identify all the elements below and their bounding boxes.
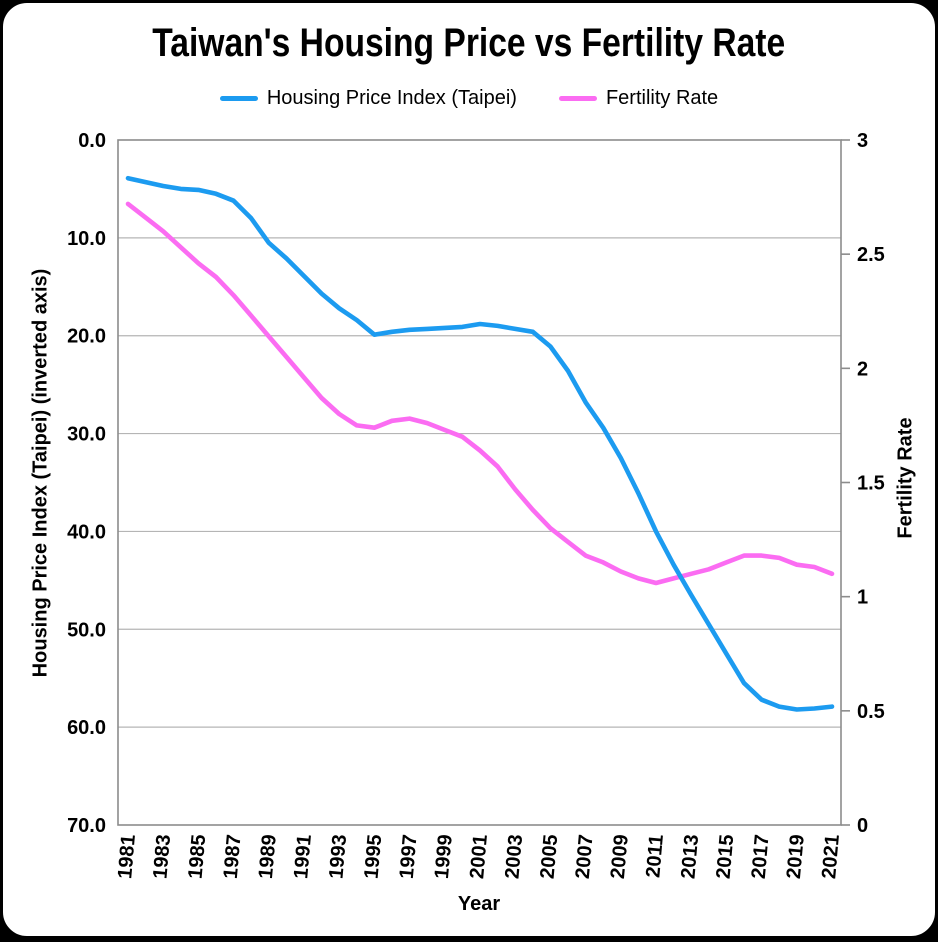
x-tick-label: 1991 <box>290 834 316 880</box>
plot-frame <box>118 140 841 825</box>
right-tick-label: 0.5 <box>857 701 885 723</box>
right-tick-label: 3 <box>857 130 868 152</box>
fertility-rate-line <box>128 204 832 583</box>
x-tick-label: 2019 <box>783 834 809 880</box>
right-axis-title: Fertility Rate <box>895 417 918 538</box>
right-tick-label: 2 <box>857 358 868 380</box>
plot-area: 3 2.5 2 1.5 1 0.5 0 0.0 10.0 20.0 30.0 40.0 50.0 60.0… <box>3 3 938 942</box>
left-axis-title: Housing Price Index (Taipei) (inverted a… <box>30 269 53 678</box>
x-tick-label: 1981 <box>114 834 140 880</box>
right-tick-label: 0 <box>857 815 868 837</box>
x-tick-label: 1995 <box>361 834 387 880</box>
x-tick-label: 2015 <box>713 834 739 880</box>
x-tick-label: 2009 <box>607 834 633 880</box>
x-tick-label: 2011 <box>642 834 668 879</box>
left-tick-label: 40.0 <box>67 521 106 543</box>
left-tick-label: 30.0 <box>67 424 106 446</box>
x-tick-label: 2021 <box>818 834 844 880</box>
x-tick-label: 2003 <box>501 834 527 880</box>
x-tick-label: 2001 <box>466 834 492 880</box>
x-tick-label: 1983 <box>149 834 175 880</box>
x-tick-label: 1985 <box>185 834 211 880</box>
right-tick-label: 1 <box>857 587 868 609</box>
right-tick-label: 1.5 <box>857 473 885 495</box>
x-tick-label: 1997 <box>396 834 422 880</box>
left-tick-label: 20.0 <box>67 326 106 348</box>
left-tick-label: 70.0 <box>67 815 106 837</box>
x-tick-label: 1987 <box>220 834 246 880</box>
left-tick-label: 0.0 <box>78 130 106 152</box>
x-tick-label: 2007 <box>572 834 598 880</box>
x-tick-label: 2017 <box>748 834 774 880</box>
right-tick-label: 2.5 <box>857 244 885 266</box>
x-tick-label: 2005 <box>537 834 563 880</box>
x-tick-label: 2013 <box>677 834 703 880</box>
x-tick-label: 1989 <box>255 834 281 880</box>
left-tick-label: 10.0 <box>67 228 106 250</box>
x-axis-title: Year <box>458 893 500 916</box>
left-tick-label: 60.0 <box>67 717 106 739</box>
x-tick-label: 1999 <box>431 834 457 880</box>
x-tick-label: 1993 <box>325 834 351 880</box>
left-tick-label: 50.0 <box>67 619 106 641</box>
